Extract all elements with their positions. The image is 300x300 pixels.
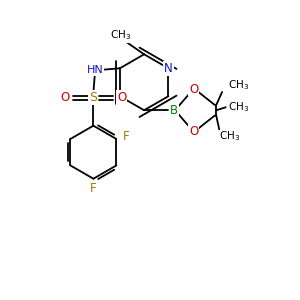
Text: CH$_3$: CH$_3$ xyxy=(228,100,249,114)
Text: O: O xyxy=(189,125,198,138)
Text: O: O xyxy=(117,91,126,104)
Text: O: O xyxy=(189,82,198,95)
Text: CH$_3$: CH$_3$ xyxy=(219,129,240,143)
Text: S: S xyxy=(89,91,98,104)
Text: F: F xyxy=(90,182,97,195)
Text: CH$_3$: CH$_3$ xyxy=(228,78,249,92)
Text: N: N xyxy=(164,62,173,75)
Text: CH$_3$: CH$_3$ xyxy=(110,28,131,42)
Text: B: B xyxy=(169,104,178,117)
Text: HN: HN xyxy=(86,65,103,75)
Text: O: O xyxy=(61,91,70,104)
Text: F: F xyxy=(122,130,129,143)
